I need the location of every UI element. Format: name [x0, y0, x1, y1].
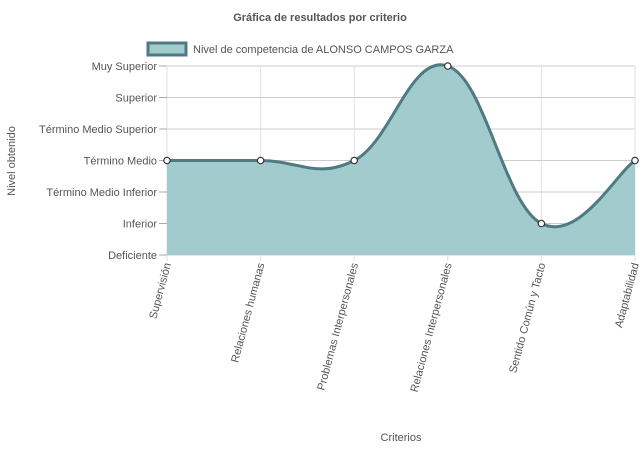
x-tick-label: Adaptabilidad: [613, 262, 639, 330]
y-tick-label: Término Medio Superior: [39, 124, 157, 136]
x-tick-label: Supervisión: [147, 262, 173, 321]
y-tick-label: Inferior: [123, 219, 158, 231]
data-point[interactable]: [256, 156, 265, 165]
series-area: [167, 63, 636, 255]
series-fill: [167, 64, 635, 255]
legend-label: Nivel de competencia de ALONSO CAMPOS GA…: [193, 44, 454, 56]
y-tick-label: Término Medio Inferior: [46, 187, 157, 199]
x-tick-label: Relaciones Interpersonales: [409, 261, 455, 393]
y-axis-title: Nivel obtenido: [6, 126, 18, 196]
y-tick-label: Superior: [115, 93, 157, 105]
x-tick-label: Sentido Común y Tacto: [507, 262, 548, 375]
legend-swatch: [146, 41, 188, 57]
y-tick-label: Deficiente: [108, 250, 157, 262]
x-tick-label: Problemas Interpersonales: [315, 261, 361, 392]
y-tick-label: Término Medio: [84, 156, 157, 168]
data-point[interactable]: [443, 62, 452, 70]
data-point[interactable]: [537, 219, 546, 228]
chart-title: Gráfica de resultados por criterio: [233, 12, 407, 24]
y-axis-ticks: Deficiente Inferior Término Medio Inferior…: [39, 61, 167, 262]
y-tick-label: Muy Superior: [92, 61, 158, 73]
x-axis-ticks: Supervisión Relaciones humanas Problemas I…: [147, 261, 639, 393]
data-point[interactable]: [350, 156, 359, 165]
data-point[interactable]: [163, 156, 171, 165]
data-point[interactable]: [631, 156, 639, 165]
legend[interactable]: Nivel de competencia de ALONSO CAMPOS GA…: [146, 41, 454, 57]
x-tick-label: Relaciones humanas: [229, 261, 267, 364]
data-points: [163, 62, 639, 228]
x-axis-title: Criterios: [381, 432, 422, 444]
